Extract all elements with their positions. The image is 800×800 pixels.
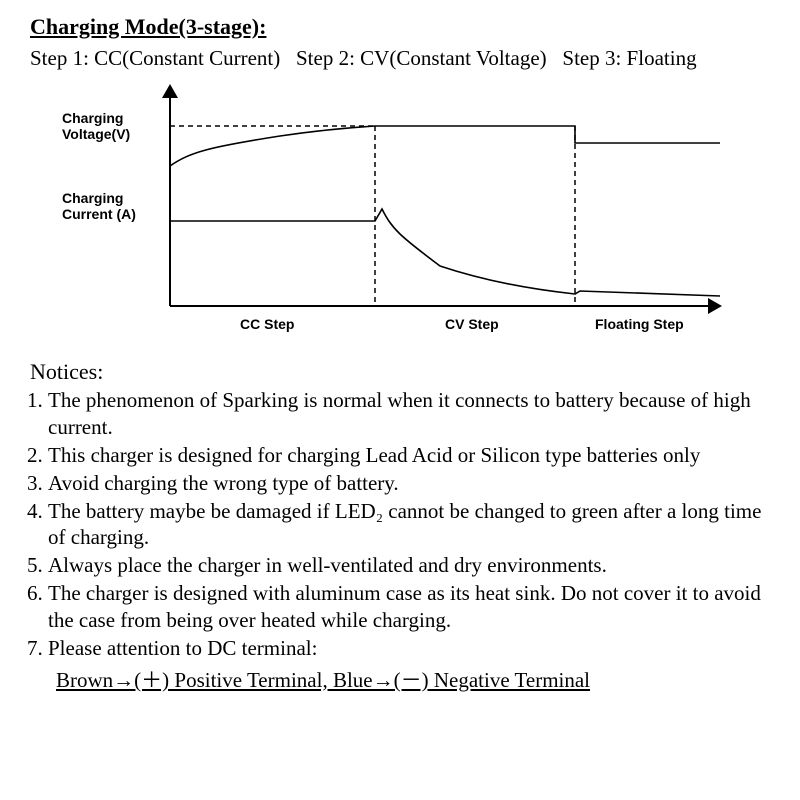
svg-text:Voltage(V): Voltage(V)	[62, 126, 130, 142]
svg-text:Floating Step: Floating Step	[595, 316, 684, 332]
page-title: Charging Mode(3-stage):	[30, 14, 770, 40]
step-2-label: Step 2: CV(Constant Voltage)	[296, 46, 547, 71]
notice-item: The battery maybe be damaged if LED₂ can…	[48, 498, 770, 552]
svg-text:Charging: Charging	[62, 190, 123, 206]
notice-item: The charger is designed with aluminum ca…	[48, 580, 770, 634]
svg-text:Charging: Charging	[62, 110, 123, 126]
notice-item: Always place the charger in well-ventila…	[48, 552, 770, 579]
chart-svg: ChargingVoltage(V)ChargingCurrent (A)CC …	[40, 81, 740, 341]
step-1-label: Step 1: CC(Constant Current)	[30, 46, 280, 71]
notice-item: This charger is designed for charging Le…	[48, 442, 770, 469]
step-3-label: Step 3: Floating	[562, 46, 696, 71]
notices-heading: Notices:	[30, 359, 770, 385]
steps-row: Step 1: CC(Constant Current) Step 2: CV(…	[30, 46, 770, 71]
charging-chart: ChargingVoltage(V)ChargingCurrent (A)CC …	[40, 81, 740, 341]
svg-text:CV Step: CV Step	[445, 316, 499, 332]
terminal-line: Brown→(＋) Positive Terminal, Blue→(－) Ne…	[56, 664, 770, 694]
notices-list: The phenomenon of Sparking is normal whe…	[30, 387, 770, 662]
notice-item: Please attention to DC terminal:	[48, 635, 770, 662]
notice-item: Avoid charging the wrong type of battery…	[48, 470, 770, 497]
svg-text:Current (A): Current (A)	[62, 206, 136, 222]
notice-item: The phenomenon of Sparking is normal whe…	[48, 387, 770, 441]
svg-text:CC Step: CC Step	[240, 316, 294, 332]
